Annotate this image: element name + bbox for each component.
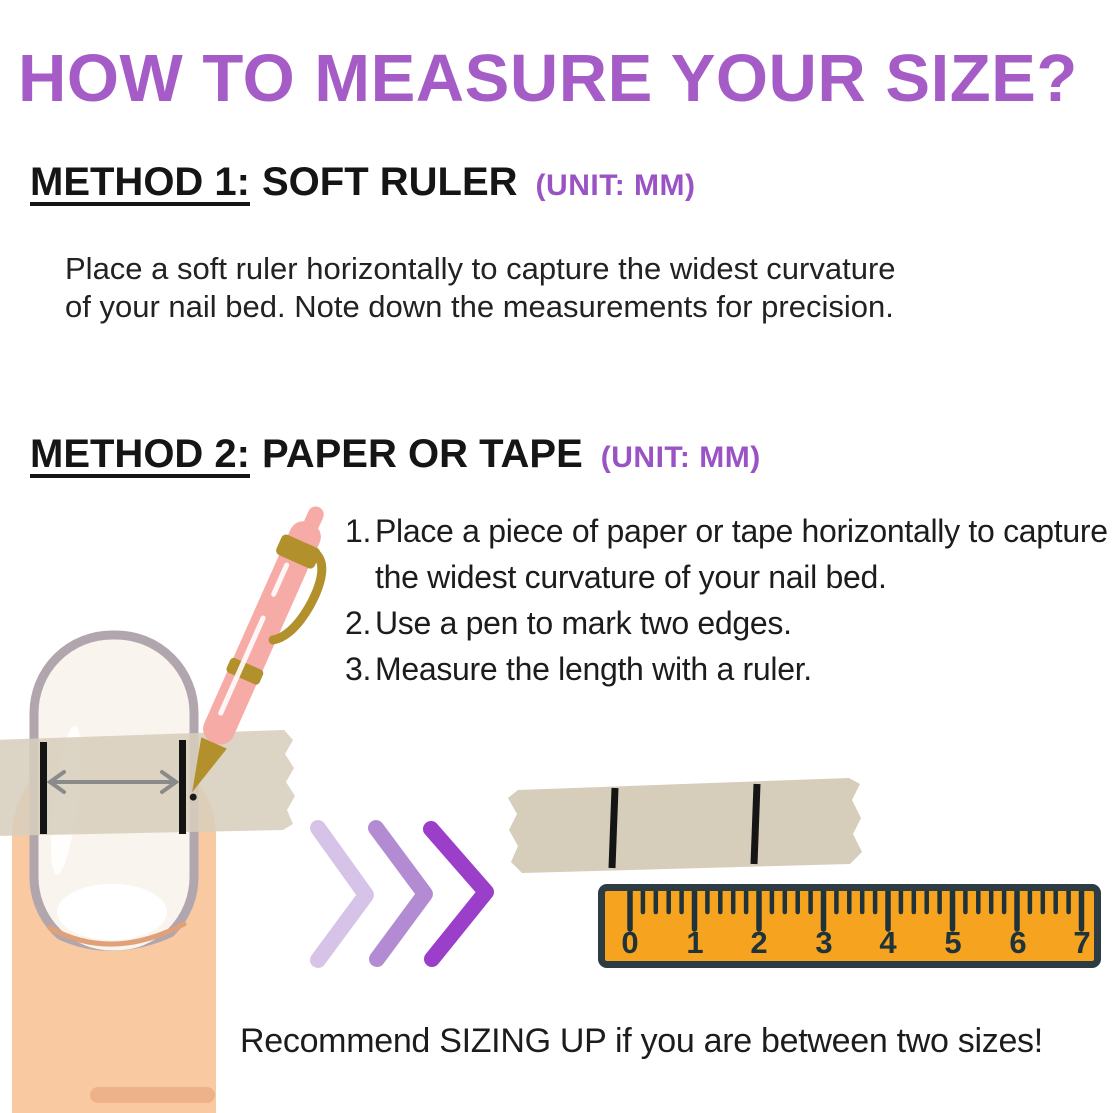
pen-highlight xyxy=(218,615,266,716)
ruler-illustration: 0 1 2 3 4 5 6 7 xyxy=(598,884,1101,968)
method1-instructions: Place a soft ruler horizontally to captu… xyxy=(65,251,896,324)
step-item-1: 1. Place a piece of paper or tape horizo… xyxy=(345,508,1113,600)
pen-tip xyxy=(192,737,227,793)
fingertip-skin xyxy=(38,928,196,1025)
step-number: 1. xyxy=(345,513,372,549)
page-title: HOW TO MEASURE YOUR SIZE? xyxy=(18,41,1078,116)
right-pen-mark xyxy=(179,740,186,834)
step-text: Measure the length with a ruler. xyxy=(375,651,812,687)
pen-highlight xyxy=(271,562,290,597)
left-pen-mark xyxy=(40,742,47,834)
ruler-number: 2 xyxy=(750,925,768,960)
chevron-right-icon xyxy=(368,820,433,967)
ruler-number: 1 xyxy=(686,925,704,960)
ruler-number: 0 xyxy=(621,925,639,960)
chevron-right-icon xyxy=(423,821,494,967)
nail-free-edge xyxy=(57,884,167,940)
method1-heading: METHOD 1: SOFT RULER (UNIT: MM) xyxy=(30,160,696,205)
method1-title: SOFT RULER xyxy=(262,160,518,204)
pen-ink-dot xyxy=(189,793,197,801)
method2-steps-list: 1. Place a piece of paper or tape horizo… xyxy=(345,508,1113,692)
chevron-right-icon xyxy=(310,820,374,968)
right-pen-mark xyxy=(750,783,761,865)
step-item-3: 3. Measure the length with a ruler. xyxy=(345,646,1113,692)
sizing-recommendation: Recommend SIZING UP if you are between t… xyxy=(240,1022,1043,1060)
ruler-number: 4 xyxy=(879,925,897,960)
double-headed-arrow-icon xyxy=(46,770,180,794)
ruler-number: 3 xyxy=(815,925,833,960)
method1-unit-tag: (UNIT: MM) xyxy=(535,169,696,202)
method1-label: METHOD 1: xyxy=(30,160,250,204)
ruler-tick-marks xyxy=(627,885,1085,932)
triple-chevron-right-icon xyxy=(310,820,494,968)
ruler-number: 6 xyxy=(1009,925,1027,960)
tape-strip xyxy=(508,778,862,873)
finger-measurement-illustration xyxy=(0,506,327,1113)
left-pen-mark xyxy=(608,787,619,869)
pen-clip xyxy=(268,549,327,645)
step-text: Use a pen to mark two edges. xyxy=(375,605,792,641)
step-number: 2. xyxy=(345,605,372,641)
method2-title: PAPER OR TAPE xyxy=(262,432,583,476)
finger-crease xyxy=(90,1087,215,1103)
pen-grip-band xyxy=(226,657,264,685)
nail-smile-line xyxy=(47,921,187,947)
ruler-number: 7 xyxy=(1073,925,1091,960)
method2-label: METHOD 2: xyxy=(30,432,250,476)
pink-pen-illustration xyxy=(189,506,327,801)
step-number: 3. xyxy=(345,651,372,687)
tape-with-two-marks-illustration xyxy=(508,778,862,873)
method2-unit-tag: (UNIT: MM) xyxy=(600,441,761,474)
method2-heading: METHOD 2: PAPER OR TAPE (UNIT: MM) xyxy=(30,432,761,477)
step-text: Place a piece of paper or tape horizonta… xyxy=(375,513,1108,595)
ruler-number: 5 xyxy=(944,925,962,960)
pen-top-band xyxy=(276,534,321,569)
ruler-face: 0 1 2 3 4 5 6 7 xyxy=(605,885,1094,961)
step-item-2: 2. Use a pen to mark two edges. xyxy=(345,600,1113,646)
